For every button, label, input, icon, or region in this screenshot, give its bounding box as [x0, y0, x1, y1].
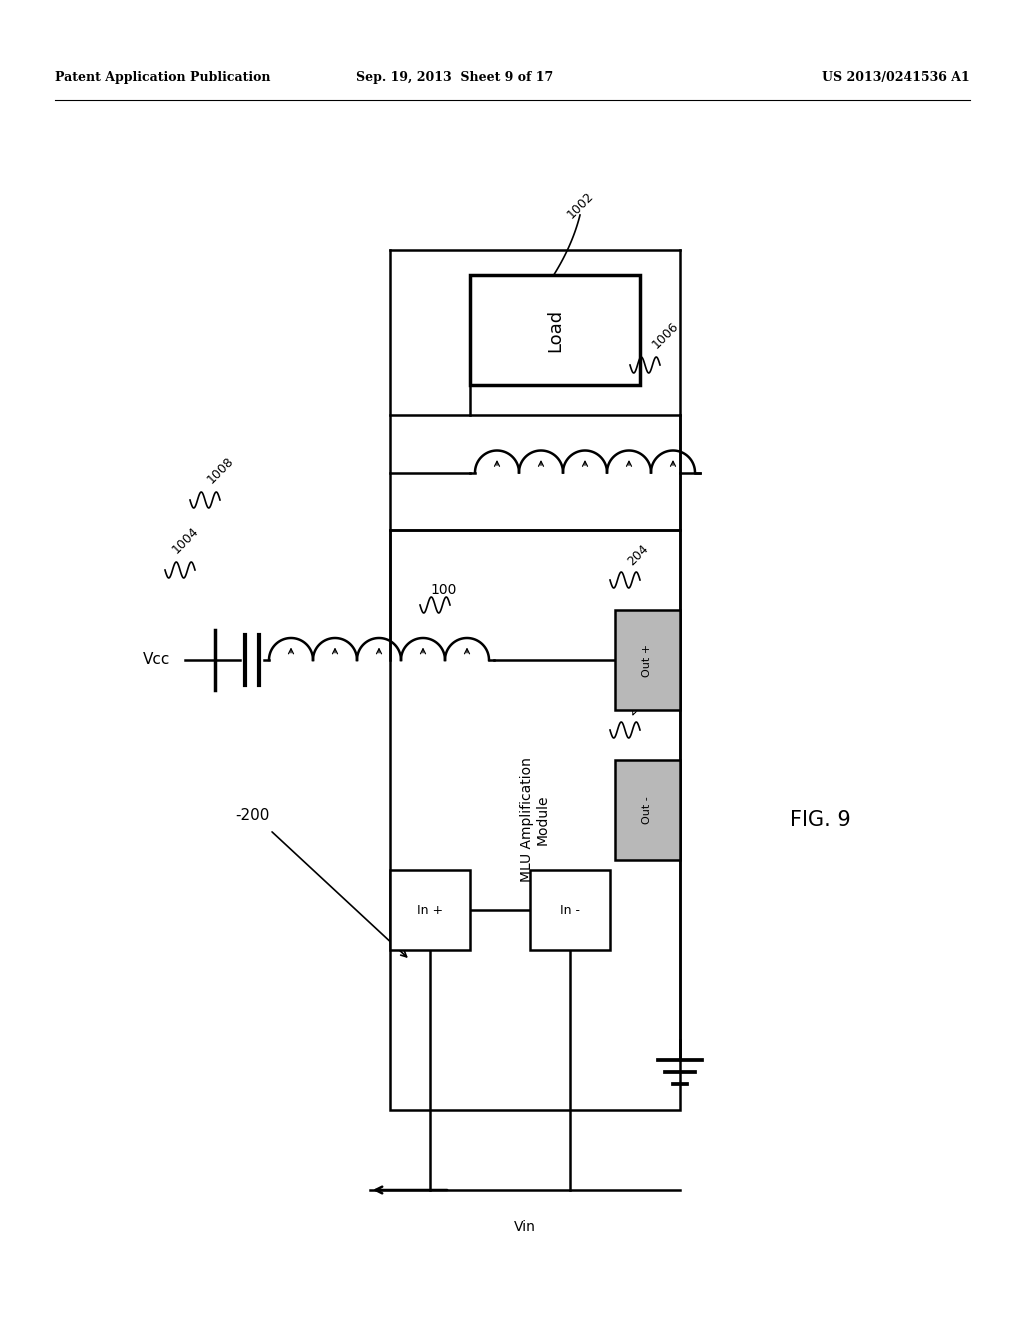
Text: Out -: Out -: [642, 796, 652, 824]
Text: FIG. 9: FIG. 9: [790, 810, 850, 830]
Text: Out +: Out +: [642, 643, 652, 677]
Text: Sep. 19, 2013  Sheet 9 of 17: Sep. 19, 2013 Sheet 9 of 17: [356, 71, 554, 84]
Bar: [390, 531, 680, 1110]
Bar: [470, 275, 640, 385]
Bar: [390, 870, 470, 950]
Text: Vin: Vin: [514, 1220, 536, 1234]
Text: 1004: 1004: [170, 524, 202, 556]
Text: 100: 100: [430, 583, 457, 597]
Bar: [615, 760, 680, 861]
Text: Load: Load: [546, 309, 564, 351]
Text: 204: 204: [625, 543, 651, 568]
Bar: [615, 610, 680, 710]
Text: Vcc: Vcc: [142, 652, 170, 668]
Text: Patent Application Publication: Patent Application Publication: [55, 71, 270, 84]
Text: 206: 206: [625, 692, 651, 718]
Text: In +: In +: [417, 903, 443, 916]
Text: MLU Amplification
Module: MLU Amplification Module: [520, 758, 550, 883]
Text: -200: -200: [234, 808, 269, 822]
Text: 1002: 1002: [565, 189, 597, 220]
Text: US 2013/0241536 A1: US 2013/0241536 A1: [822, 71, 970, 84]
Text: 1008: 1008: [205, 454, 237, 486]
Text: In -: In -: [560, 903, 580, 916]
Bar: [530, 870, 610, 950]
Text: 1006: 1006: [650, 319, 682, 351]
